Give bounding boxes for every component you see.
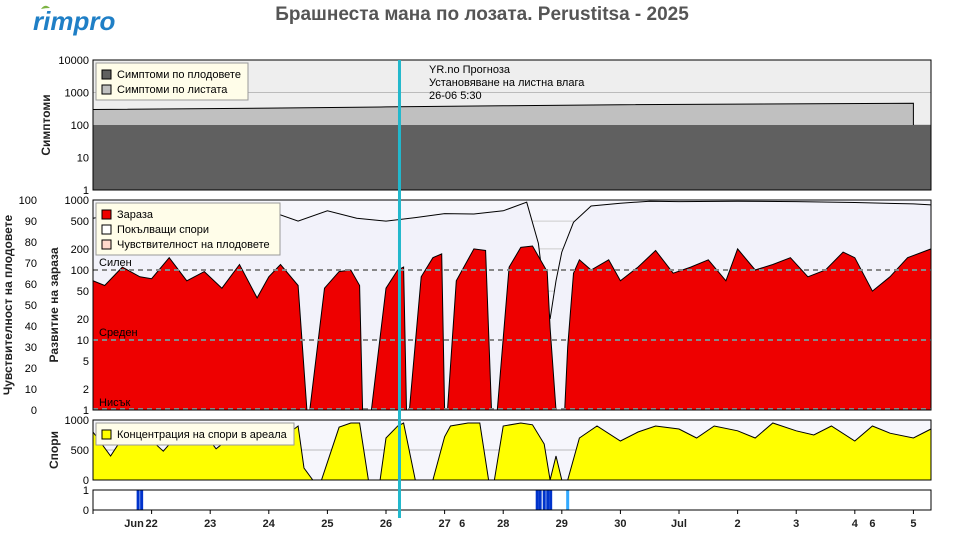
symptoms-frame: [92, 59, 932, 191]
event-bar: [136, 490, 140, 510]
infection-tick-label: 10: [77, 335, 89, 347]
symptoms-axis-label: Симптоми: [39, 94, 53, 155]
fruit-sensitivity-axis-label: Чувствителност на плодовете: [1, 215, 15, 396]
infection-tick-label: 2: [83, 384, 89, 396]
day-tick-label: 30: [614, 518, 626, 530]
fruit-symptoms-area: [93, 125, 931, 190]
events-tick-label: 0: [83, 505, 89, 517]
legend-swatch: [101, 224, 112, 235]
infection-tick-label: 50: [77, 286, 89, 298]
infection-legend-frame: [95, 202, 281, 256]
event-bar: [542, 490, 546, 510]
level-strong-label: Силен: [99, 257, 132, 269]
fruit-sensitivity-tick-label: 50: [25, 300, 37, 312]
event-bar: [566, 490, 570, 510]
day-tick-label: 2: [735, 518, 741, 530]
spores-tick-label: 1000: [65, 415, 89, 427]
symptoms-legend-frame: [95, 62, 249, 101]
legend-swatch: [101, 84, 112, 95]
legend-swatch: [101, 429, 112, 440]
month-label-jun: Jun: [124, 518, 144, 530]
infection-frame: [92, 199, 932, 411]
legend-label: Чувствителност на плодовете: [117, 239, 270, 251]
infection-legend: Зараза Покълващи спори Чувствителност на п…: [95, 202, 281, 256]
symptoms-tick-label: 100: [71, 120, 89, 132]
day-tick-label: 23: [204, 518, 216, 530]
chart-title: Брашнеста мана по лозата. Perustitsa - 2…: [275, 4, 689, 25]
legend-swatch: [101, 239, 112, 250]
day-tick-label: 4: [852, 518, 859, 530]
infection-tick-label: 5: [83, 356, 89, 368]
now-annotation-line1: YR.no Прогноза: [429, 64, 511, 76]
symptoms-tick-label: 10: [77, 153, 89, 165]
events-tick-label: 1: [83, 485, 89, 497]
spores-frame: [92, 419, 932, 481]
spores-tick-label: 500: [71, 445, 89, 457]
logo-leaf-icon: [41, 5, 50, 9]
event-bar: [140, 490, 144, 510]
extra-tick-label: 6: [459, 518, 465, 530]
legend-swatch: [101, 69, 112, 80]
extra-tick-label: 6: [869, 518, 875, 530]
day-tick-label: 3: [793, 518, 799, 530]
fruit-sensitivity-tick-label: 70: [25, 258, 37, 270]
day-tick-label: 27: [438, 518, 450, 530]
infection-tick-label: 1: [83, 405, 89, 417]
spores-axis-label: Спори: [47, 431, 61, 469]
fruit-sensitivity-tick-label: 40: [25, 321, 37, 333]
day-tick-label: 24: [263, 518, 276, 530]
symptoms-tick-label: 1000: [65, 88, 89, 100]
fruit-sensitivity-tick-label: 0: [31, 405, 37, 417]
symptoms-tick-label: 1: [83, 185, 89, 197]
infection-axis-label: Развитие на зараза: [47, 247, 61, 362]
spores-legend-frame: [95, 422, 295, 446]
now-annotation-line2: Установяване на листна влага: [429, 77, 585, 89]
fruit-sensitivity-tick-label: 30: [25, 342, 37, 354]
day-tick-label: 26: [380, 518, 392, 530]
legend-label: Концентрация на спори в ареала: [117, 429, 288, 441]
legend-label: Зараза: [117, 209, 154, 221]
day-tick-label: 5: [910, 518, 916, 530]
fruit-sensitivity-tick-label: 60: [25, 279, 37, 291]
event-bar: [549, 490, 553, 510]
day-tick-label: 29: [556, 518, 568, 530]
infection-tick-label: 200: [71, 244, 89, 256]
day-tick-label: 22: [145, 518, 157, 530]
fruit-sensitivity-tick-label: 90: [25, 216, 37, 228]
infection-tick-label: 20: [77, 314, 89, 326]
infection-tick-label: 500: [71, 216, 89, 228]
fruit-sensitivity-tick-label: 10: [25, 384, 37, 396]
fruit-sensitivity-tick-label: 20: [25, 363, 37, 375]
symptoms-legend: Симптоми по плодовете Симптоми по листата: [95, 62, 249, 101]
rimpro-logo: rimpro: [33, 6, 115, 36]
events-frame: [92, 489, 932, 511]
events-panel-bg: [93, 490, 931, 510]
symptoms-tick-label: 10000: [58, 55, 89, 67]
legend-swatch: [101, 209, 112, 220]
infection-tick-label: 100: [71, 265, 89, 277]
day-tick-label: 28: [497, 518, 509, 530]
event-bar: [535, 490, 539, 510]
fruit-sensitivity-tick-label: 100: [19, 195, 37, 207]
fruit-sensitivity-tick-label: 80: [25, 237, 37, 249]
legend-label: Симптоми по листата: [117, 84, 228, 96]
now-annotation-line3: 26-06 5:30: [429, 90, 482, 102]
month-label-jul: Jul: [671, 518, 687, 530]
event-bar: [546, 490, 550, 510]
spores-tick-label: 0: [83, 475, 89, 487]
level-low-label: Нисък: [99, 397, 130, 409]
infection-tick-label: 1000: [65, 195, 89, 207]
level-medium-label: Среден: [99, 327, 138, 339]
legend-label: Симптоми по плодовете: [117, 69, 241, 81]
event-bar: [538, 490, 542, 510]
legend-label: Покълващи спори: [117, 224, 209, 236]
spores-legend: Концентрация на спори в ареала: [95, 422, 295, 446]
day-tick-label: 25: [321, 518, 333, 530]
